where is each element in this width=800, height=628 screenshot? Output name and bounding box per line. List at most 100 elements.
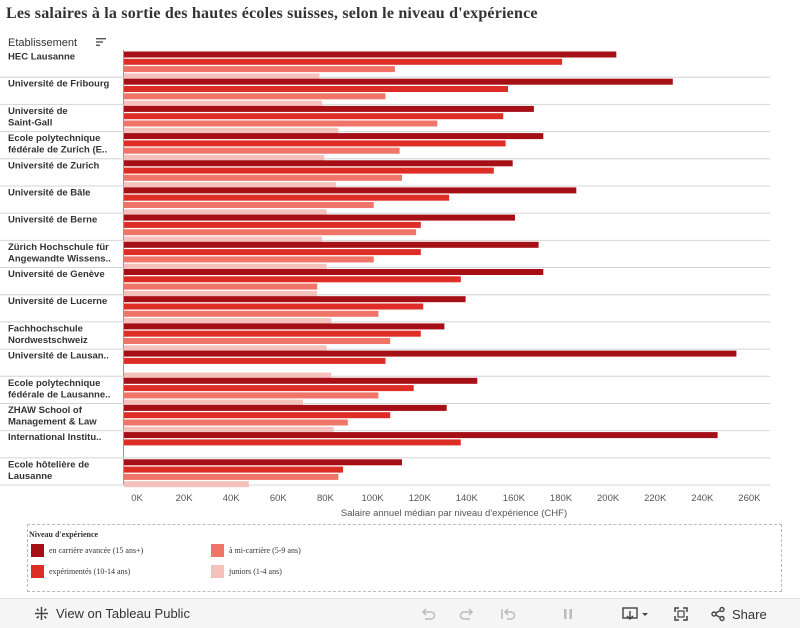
bar[interactable]: [124, 58, 563, 65]
x-tick-label: 40K: [223, 493, 241, 504]
bar[interactable]: [124, 290, 318, 297]
bar[interactable]: [124, 73, 320, 80]
bar[interactable]: [124, 419, 348, 426]
bar[interactable]: [124, 357, 386, 364]
bar[interactable]: [124, 66, 395, 73]
category-label: Ecole polytechnique fédérale de Zurich (E…: [8, 133, 107, 156]
share-icon: [711, 606, 725, 622]
bar[interactable]: [124, 241, 539, 248]
bar[interactable]: [124, 330, 421, 337]
bar[interactable]: [124, 160, 513, 167]
fullscreen-icon[interactable]: [673, 606, 689, 622]
bar[interactable]: [124, 345, 327, 352]
bar[interactable]: [124, 256, 374, 263]
bar[interactable]: [124, 209, 327, 216]
x-tick-label: 240K: [691, 493, 714, 504]
bar[interactable]: [124, 100, 322, 107]
share-button[interactable]: Share: [710, 606, 767, 622]
view-on-tableau-public-link[interactable]: View on Tableau Public: [34, 606, 190, 621]
bar[interactable]: [124, 155, 325, 161]
legend-box: [27, 524, 782, 592]
category-label: Université de Zurich: [8, 160, 100, 171]
category-label-line: HEC Lausanne: [8, 52, 75, 63]
category-label-line: Ecole polytechnique: [8, 378, 100, 389]
x-tick-label: 200K: [597, 493, 620, 504]
bar[interactable]: [124, 93, 386, 100]
bar[interactable]: [124, 140, 506, 147]
bar[interactable]: [124, 392, 379, 399]
revert-icon[interactable]: [500, 606, 516, 622]
legend-item-junior[interactable]: juniors (1-4 ans): [211, 565, 282, 578]
bar[interactable]: [124, 404, 447, 411]
bar-chart: HEC Lausanne Université de Fribourg Univer…: [0, 50, 770, 519]
bar[interactable]: [124, 303, 424, 310]
bar[interactable]: [124, 221, 421, 228]
chart-title: Les salaires à la sortie des hautes écol…: [6, 5, 538, 22]
bar[interactable]: [124, 78, 673, 85]
bar[interactable]: [124, 249, 421, 256]
legend-item-experienced[interactable]: expérimentés (10-14 ans): [31, 565, 130, 578]
bar[interactable]: [124, 113, 504, 120]
bar[interactable]: [124, 372, 332, 379]
bar[interactable]: [124, 263, 327, 270]
bar[interactable]: [124, 283, 318, 290]
bar[interactable]: [124, 385, 414, 392]
category-label: Université de Saint-Gall: [8, 106, 68, 129]
category-label-line: Université de Lausan..: [8, 351, 109, 362]
legend-item-mid[interactable]: à mi-carrière (5-9 ans): [211, 544, 301, 557]
bar[interactable]: [124, 236, 322, 243]
bar[interactable]: [124, 120, 438, 127]
bar[interactable]: [124, 202, 374, 208]
undo-icon[interactable]: [420, 606, 436, 622]
pause-icon[interactable]: [560, 606, 576, 622]
legend-item-advanced[interactable]: en carrière avancée (15 ans+): [31, 544, 143, 557]
bar[interactable]: [124, 338, 391, 344]
category-label-line: Saint-Gall: [8, 117, 52, 128]
bar[interactable]: [124, 182, 336, 189]
bar[interactable]: [124, 127, 339, 134]
bar[interactable]: [124, 323, 445, 330]
bar[interactable]: [124, 296, 466, 303]
category-label: Université de Lausan..: [8, 351, 109, 362]
bar[interactable]: [124, 481, 249, 488]
bar[interactable]: [124, 310, 379, 317]
bar[interactable]: [124, 459, 402, 466]
redo-icon[interactable]: [459, 606, 475, 622]
bar[interactable]: [124, 276, 461, 283]
legend-swatch-experienced: [31, 565, 44, 578]
category-label: Ecole polytechnique fédérale de Lausanne.…: [8, 378, 110, 401]
bar[interactable]: [124, 174, 402, 181]
category-label: Université de Bâle: [8, 187, 90, 198]
category-label-line: fédérale de Lausanne..: [8, 389, 110, 400]
bar[interactable]: [124, 86, 508, 92]
bar[interactable]: [124, 105, 534, 112]
x-tick-label: 120K: [409, 493, 432, 504]
bar[interactable]: [124, 350, 737, 357]
sort-icon[interactable]: [95, 36, 107, 48]
bar[interactable]: [124, 133, 544, 140]
bar[interactable]: [124, 399, 303, 406]
category-label: ZHAW School of Management & Law: [8, 405, 97, 428]
bar[interactable]: [124, 318, 332, 325]
bar[interactable]: [124, 426, 334, 433]
bar[interactable]: [124, 194, 450, 201]
x-tick-label: 220K: [644, 493, 667, 504]
bar[interactable]: [124, 432, 718, 439]
bar[interactable]: [124, 412, 391, 419]
bar[interactable]: [124, 214, 515, 221]
bar[interactable]: [124, 229, 417, 236]
bar[interactable]: [124, 377, 478, 384]
bar[interactable]: [124, 269, 544, 275]
bar[interactable]: [124, 439, 461, 446]
bar[interactable]: [124, 167, 494, 174]
category-label-line: Zürich Hochschule für: [8, 242, 109, 253]
bar[interactable]: [124, 147, 400, 154]
bar[interactable]: [124, 187, 577, 194]
download-icon[interactable]: [622, 606, 650, 622]
bar[interactable]: [124, 51, 617, 58]
bar[interactable]: [124, 466, 344, 473]
legend-swatch-advanced: [31, 544, 44, 557]
category-label-line: Université de Berne: [8, 215, 97, 226]
category-label: HEC Lausanne: [8, 52, 75, 63]
bar[interactable]: [124, 473, 339, 480]
